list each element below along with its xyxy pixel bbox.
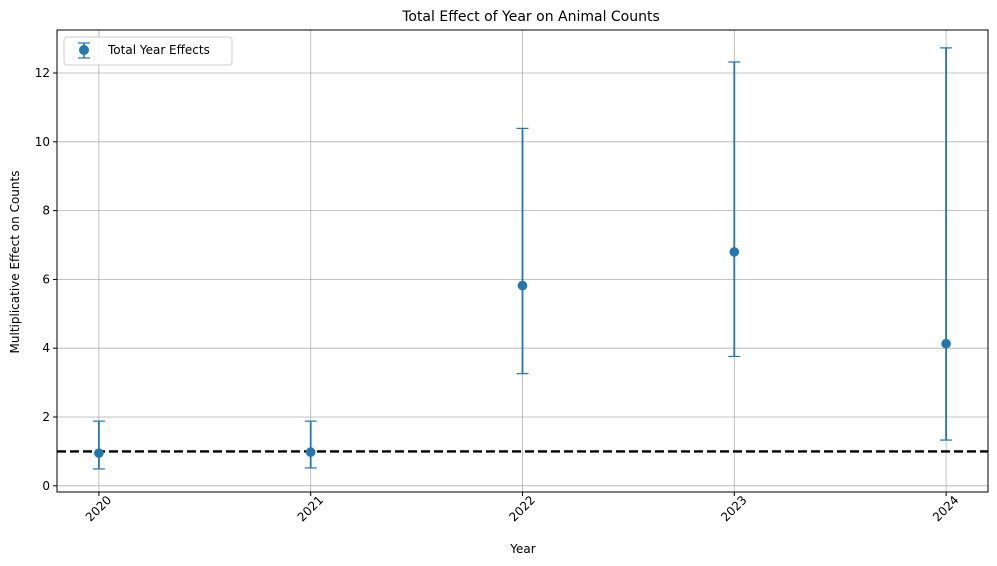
legend-box (63, 36, 233, 66)
x-tick-label: 2024 (930, 493, 961, 524)
x-tick-label: 2020 (83, 493, 114, 524)
data-point (94, 448, 104, 458)
legend: Total Year Effects (63, 36, 233, 66)
y-tick-label: 6 (42, 272, 50, 286)
y-tick-label: 10 (35, 135, 50, 149)
x-axis-label: Year (509, 542, 535, 556)
y-tick-label: 8 (42, 204, 50, 218)
x-tick-label: 2023 (718, 493, 749, 524)
ticks: 2020 2021 2022 2023 2024 0 2 4 6 8 10 12 (35, 66, 962, 524)
data-point (729, 247, 740, 257)
legend-label: Total Year Effects (107, 43, 210, 57)
data-marks (92, 47, 953, 470)
chart-title: Total Effect of Year on Animal Counts (401, 9, 660, 25)
y-axis-label: Multiplicative Effect on Counts (8, 171, 22, 354)
data-point (517, 280, 528, 291)
legend-marker-symbol (79, 45, 89, 55)
data-point (305, 447, 316, 457)
x-tick-label: 2021 (295, 493, 326, 524)
y-tick-label: 0 (42, 479, 50, 493)
x-tick-label: 2022 (506, 493, 537, 524)
y-tick-label: 2 (42, 410, 50, 424)
y-tick-label: 12 (35, 66, 50, 80)
y-tick-label: 4 (42, 341, 50, 355)
data-point (941, 338, 951, 349)
